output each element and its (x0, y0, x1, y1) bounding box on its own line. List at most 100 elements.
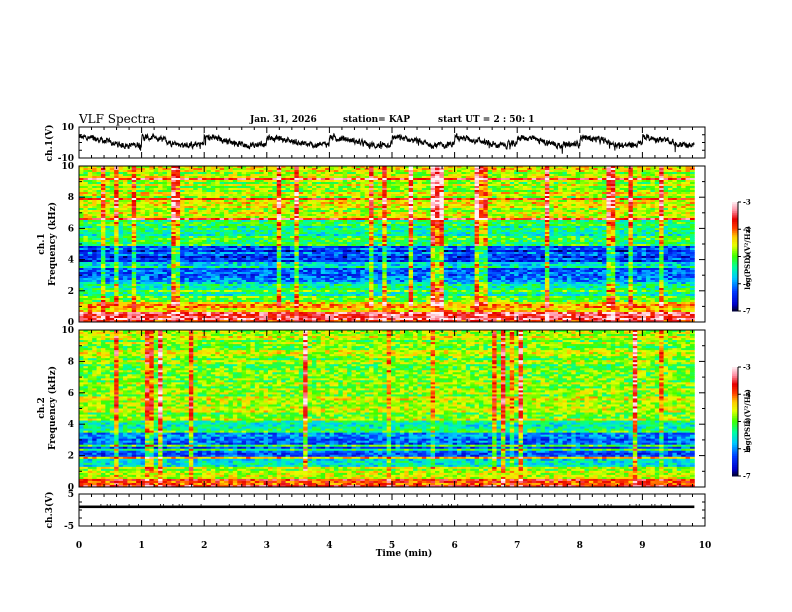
spectrogram-cell (549, 214, 555, 217)
spectrogram-cell (641, 228, 647, 231)
spectrogram-cell (457, 208, 462, 211)
spectrogram-cell (624, 188, 629, 191)
spectrogram-cell (316, 180, 322, 183)
spectrogram-cell (224, 214, 229, 217)
spectrogram-cell (83, 178, 89, 181)
spectrogram-cell (624, 216, 629, 219)
spectrogram-cell (158, 200, 163, 203)
spectrogram-cell (509, 166, 515, 169)
spectrogram-cell (478, 192, 484, 195)
spectrogram-cell (136, 186, 141, 189)
spectrogram-cell (373, 180, 379, 183)
spectrogram-cell (114, 172, 119, 175)
spectrogram-cell (228, 204, 234, 207)
spectrogram-cell (408, 204, 414, 207)
spectrogram-cell (298, 190, 304, 193)
spectrogram-cell (500, 166, 506, 169)
spectrogram-cell (268, 222, 273, 225)
spectrogram-cell (87, 192, 93, 195)
spectrogram-cell (276, 210, 282, 213)
spectrogram-cell (166, 196, 172, 199)
spectrogram-cell (276, 192, 282, 195)
spectrogram-cell (439, 194, 445, 197)
spectrogram-cell (158, 202, 163, 205)
spectrogram-cell (219, 190, 225, 193)
spectrogram-cell (413, 194, 418, 197)
spectrogram-cell (461, 174, 467, 177)
spectrogram-cell (215, 182, 221, 185)
spectrogram-cell (531, 222, 537, 225)
spectrogram-cell (184, 212, 190, 215)
spectrogram-cell (443, 180, 449, 183)
spectrogram-cell (580, 204, 585, 207)
spectrogram-cell (83, 212, 89, 215)
spectrogram-cell (373, 214, 379, 217)
spectrogram-cell (83, 188, 89, 191)
spectrogram-cell (360, 228, 366, 231)
spectrogram-cell (320, 198, 326, 201)
spectrogram-cell (268, 178, 273, 181)
spectrogram-cell (92, 192, 97, 195)
spectrogram-cell (448, 222, 454, 225)
spectrogram-cell (672, 206, 678, 209)
spectrogram-cell (646, 210, 651, 213)
spectrogram-cell (628, 208, 634, 211)
spectrogram-cell (646, 226, 651, 229)
spectrogram-cell (492, 176, 497, 179)
spectrogram-cell (580, 194, 585, 197)
spectrogram-cell (606, 184, 612, 187)
spectrogram-cell (522, 194, 528, 197)
spectrogram-cell (483, 228, 489, 231)
spectrogram-cell (162, 214, 168, 217)
spectrogram-cell (562, 216, 568, 219)
spectrogram-cell (443, 210, 449, 213)
spectrogram-cell (219, 172, 225, 175)
spectrogram-cell (632, 194, 638, 197)
spectrogram-cell (632, 212, 638, 215)
spectrogram-cell (602, 172, 607, 175)
spectrogram-cell (382, 180, 388, 183)
spectrogram-cell (188, 190, 194, 193)
spectrogram-cell (105, 186, 111, 189)
spectrogram-cell (483, 202, 489, 205)
spectrogram-cell (360, 210, 366, 213)
spectrogram-cell (140, 208, 146, 211)
spectrogram-cell (263, 232, 269, 235)
spectrogram-cell (360, 170, 366, 173)
spectrogram-cell (373, 230, 379, 233)
spectrogram-cell (435, 202, 440, 205)
spectrogram-cell (386, 182, 392, 185)
spectrogram-cell (487, 202, 493, 205)
spectrogram-cell (153, 222, 159, 225)
spectrogram-cell (307, 204, 313, 207)
spectrogram-cell (311, 166, 317, 169)
spectrogram-cell (593, 214, 599, 217)
spectrogram-cell (215, 212, 221, 215)
spectrogram-cell (540, 184, 546, 187)
spectrogram-cell (553, 194, 559, 197)
spectrogram-cell (386, 168, 392, 171)
spectrogram-cell (250, 220, 256, 223)
spectrogram-cell (681, 174, 686, 177)
spectrogram-cell (272, 232, 278, 235)
spectrogram-cell (272, 214, 278, 217)
spectrogram-cell (470, 186, 475, 189)
spectrogram-cell (294, 220, 300, 223)
spectrogram-cell (474, 176, 480, 179)
spectrogram-cell (610, 196, 616, 199)
spectrogram-cell (241, 228, 247, 231)
spectrogram-cell (637, 188, 643, 191)
spectrogram-cell (153, 170, 159, 173)
spectrogram-cell (347, 230, 352, 233)
spectrogram-cell (672, 222, 678, 225)
spectrogram-cell (215, 200, 221, 203)
spectrogram-cell (602, 210, 607, 213)
spectrogram-cell (281, 204, 286, 207)
spectrogram-cell (316, 166, 322, 169)
spectrogram-cell (250, 188, 256, 191)
spectrogram-cell (566, 178, 572, 181)
spectrogram-cell (470, 180, 475, 183)
spectrogram-cell (364, 222, 370, 225)
spectrogram-cell (153, 180, 159, 183)
spectrogram-cell (114, 206, 119, 209)
